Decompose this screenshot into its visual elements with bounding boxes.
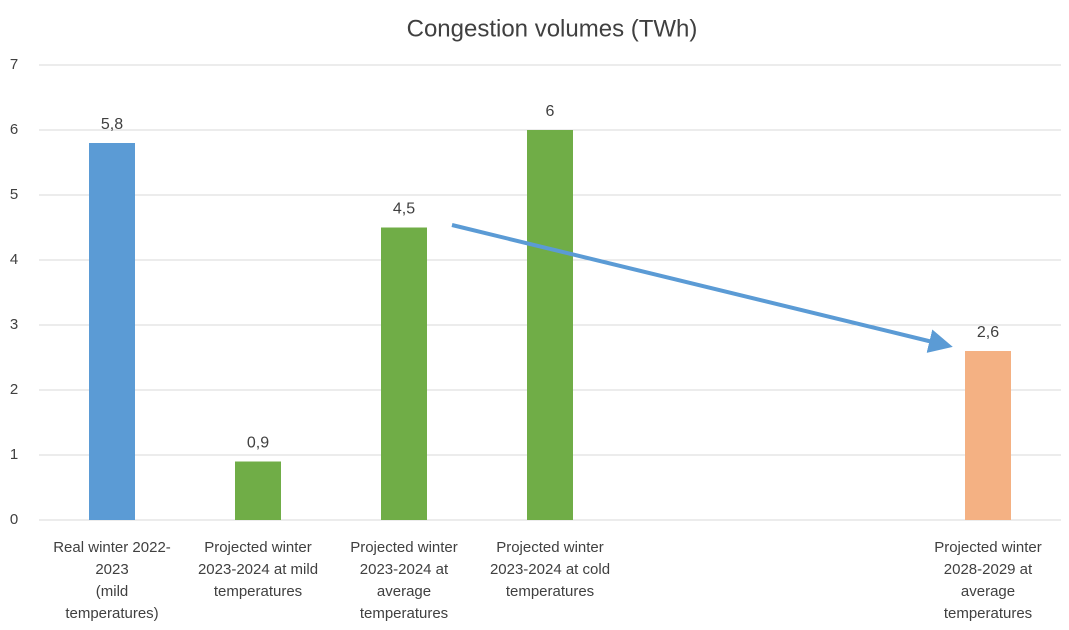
plot: 0 1 2 3 4 5 6 7 Real winter 2022-2023 (mild temper…: [10, 56, 1061, 622]
bar: [381, 227, 427, 520]
y-tick-label: 3: [10, 316, 18, 333]
value-label: 6: [546, 103, 555, 120]
bar: [89, 143, 135, 520]
y-tick-label: 5: [10, 186, 18, 203]
value-label: 4,5: [393, 201, 415, 218]
value-label: 0,9: [247, 435, 269, 452]
bar: [965, 351, 1011, 520]
y-tick-label: 6: [10, 121, 18, 138]
x-tick-label: Real winter 2022-2023 (mild temperatures): [53, 539, 171, 622]
y-tick-label: 4: [10, 251, 18, 268]
x-tick-label: Projected winter 2023-2024 at average tempe…: [350, 539, 458, 622]
bar: [235, 461, 281, 520]
value-label: 2,6: [977, 324, 999, 341]
y-tick-label: 7: [10, 56, 18, 73]
trend-arrow: [451, 223, 953, 353]
y-tick-label: 2: [10, 381, 18, 398]
chart-title: Congestion volumes (TWh): [407, 15, 698, 42]
x-tick-label: Projected winter 2023-2024 at cold tempera…: [490, 539, 610, 600]
value-label: 5,8: [101, 116, 123, 133]
x-tick-label: Projected winter 2028-2029 at average tempe…: [934, 539, 1042, 622]
x-tick-label: Projected winter 2023-2024 at mild tempera…: [198, 539, 318, 600]
bar: [527, 130, 573, 520]
y-tick-label: 0: [10, 511, 18, 528]
y-tick-label: 1: [10, 446, 18, 463]
